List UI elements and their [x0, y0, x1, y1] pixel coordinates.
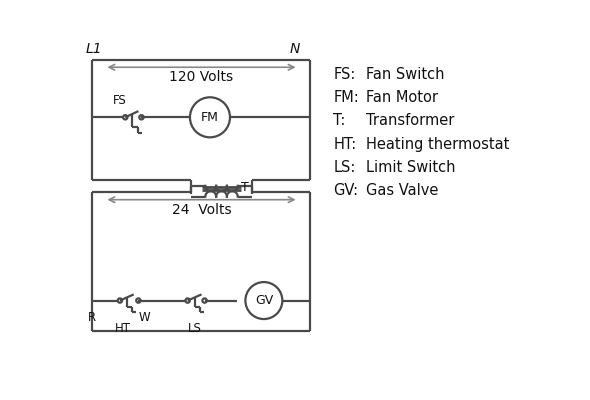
Text: T:: T: — [333, 114, 346, 128]
Text: FM: FM — [201, 111, 219, 124]
Text: L1: L1 — [85, 42, 102, 56]
Text: GV:: GV: — [333, 183, 358, 198]
Text: R: R — [88, 311, 96, 324]
Text: LS: LS — [188, 322, 202, 335]
Text: LS:: LS: — [333, 160, 356, 175]
Text: Fan Motor: Fan Motor — [366, 90, 438, 105]
Text: Transformer: Transformer — [366, 114, 455, 128]
Text: GV: GV — [255, 294, 273, 307]
Text: HT: HT — [115, 322, 131, 335]
Text: T: T — [241, 181, 248, 194]
Text: FM:: FM: — [333, 90, 359, 105]
Text: W: W — [139, 311, 150, 324]
Text: 24  Volts: 24 Volts — [172, 203, 231, 217]
Text: Heating thermostat: Heating thermostat — [366, 136, 510, 152]
Text: FS:: FS: — [333, 67, 356, 82]
Text: Limit Switch: Limit Switch — [366, 160, 456, 175]
Text: N: N — [289, 42, 300, 56]
Text: HT:: HT: — [333, 136, 356, 152]
Text: 120 Volts: 120 Volts — [169, 70, 234, 84]
Text: Gas Valve: Gas Valve — [366, 183, 438, 198]
Text: Fan Switch: Fan Switch — [366, 67, 445, 82]
Text: FS: FS — [113, 94, 127, 107]
